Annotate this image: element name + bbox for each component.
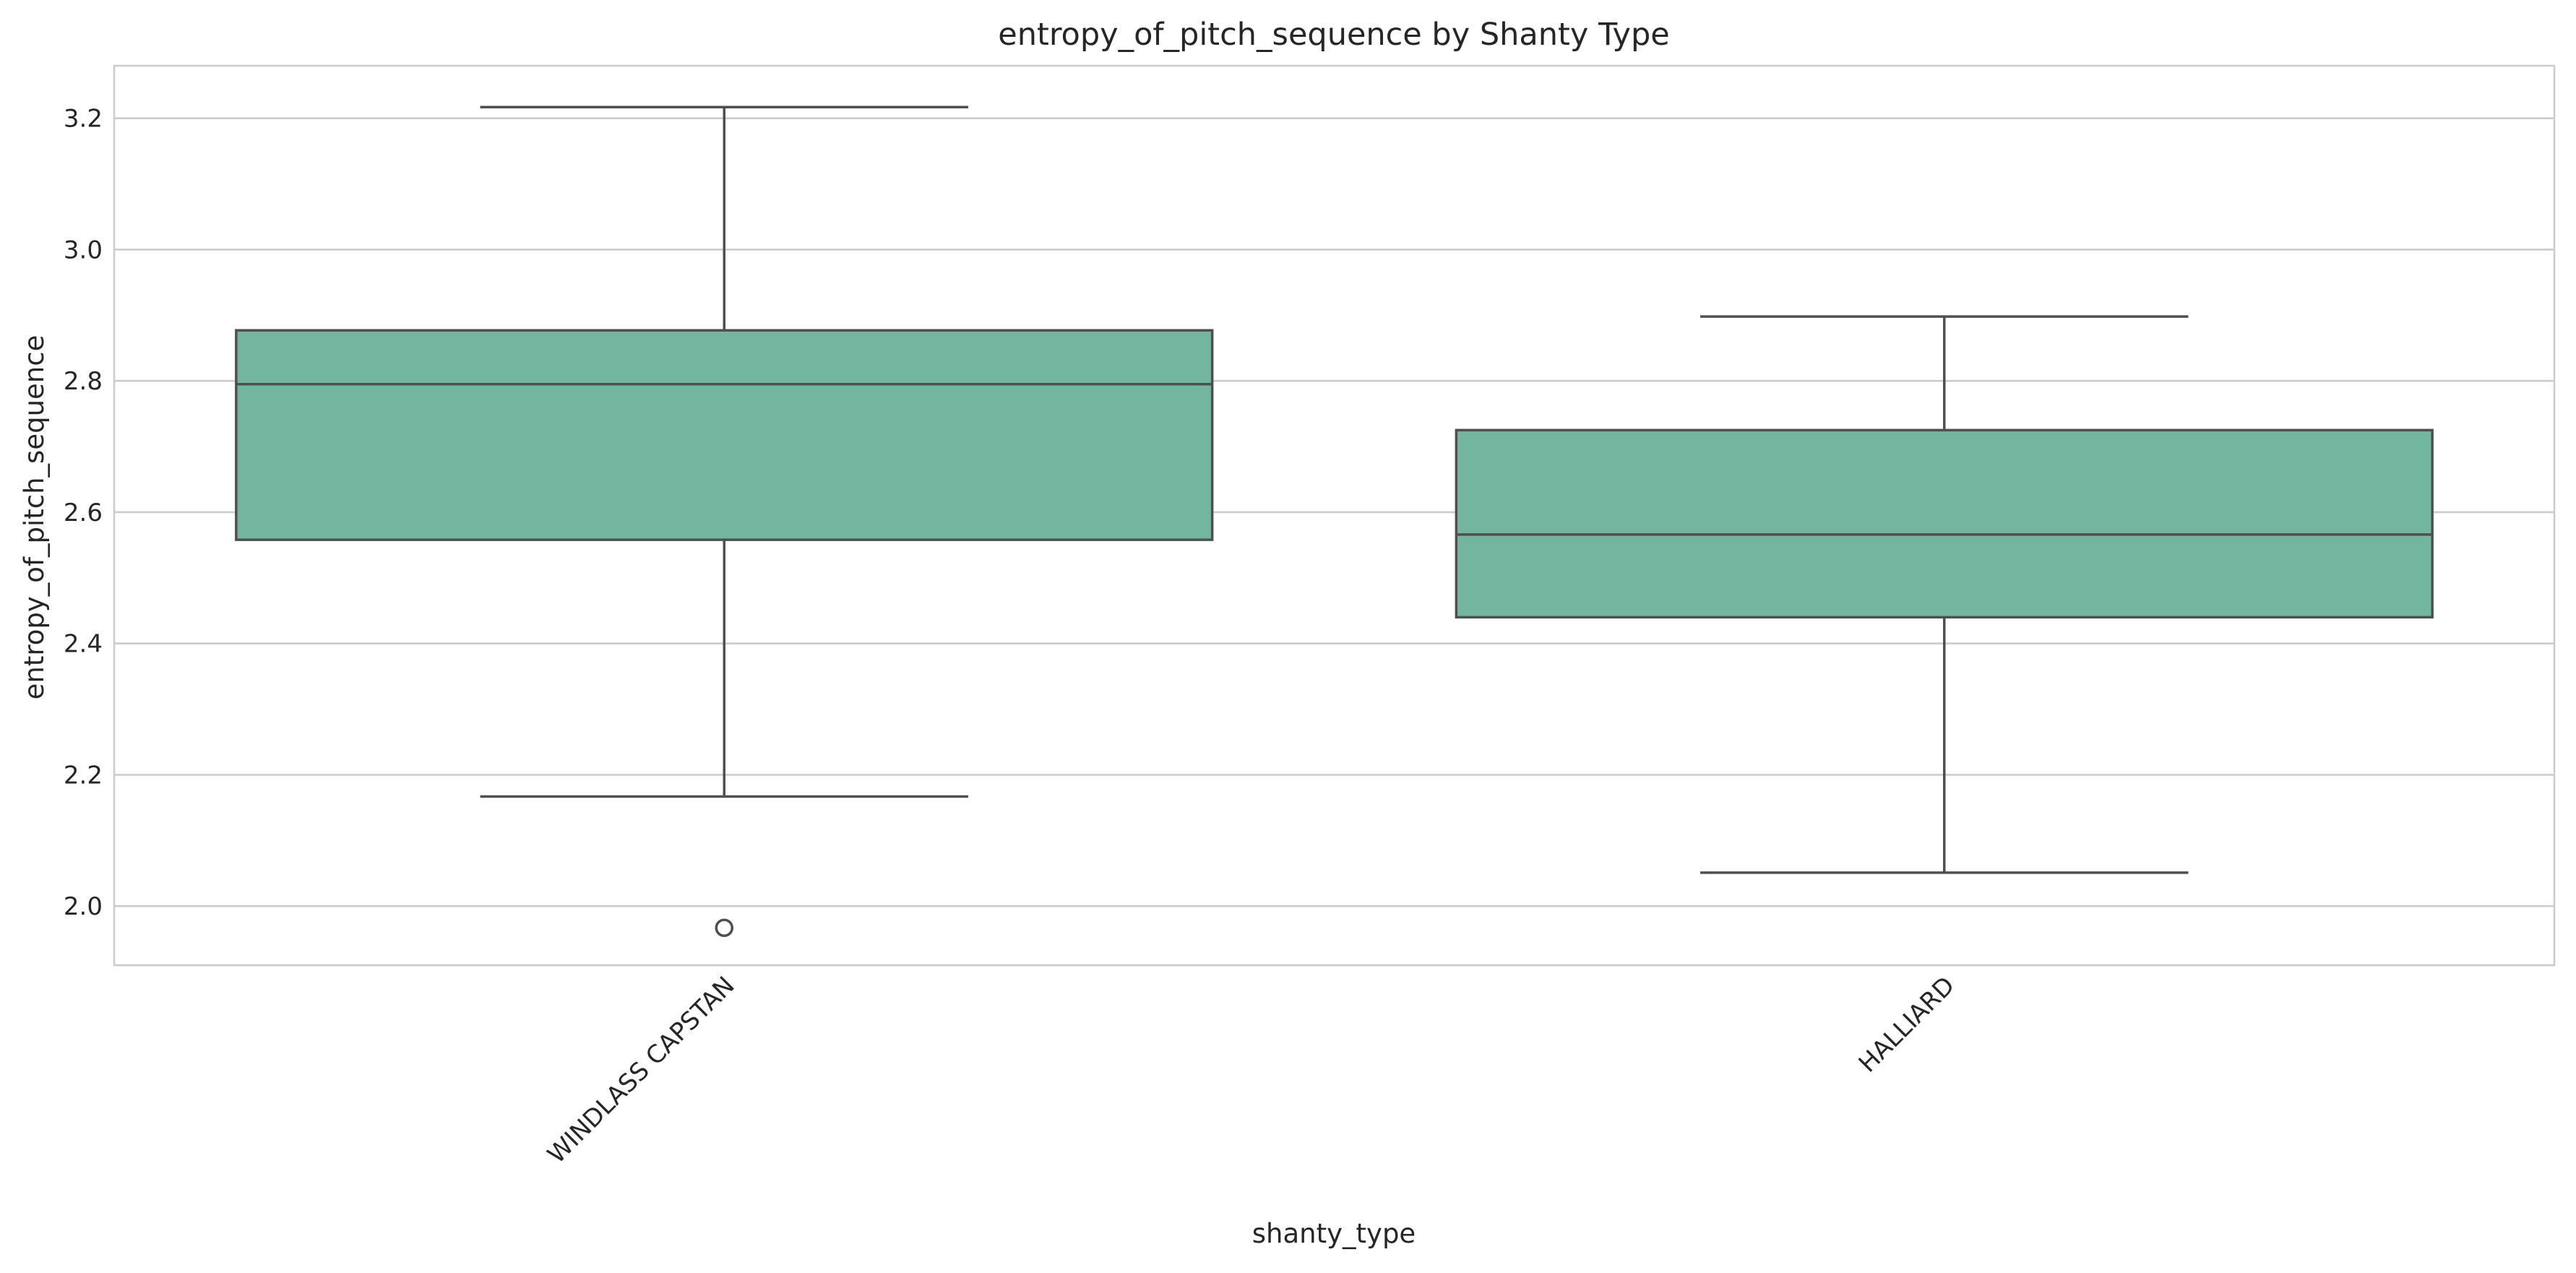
- iqr-box: [235, 329, 1214, 541]
- y-tick-label: 2.8: [64, 367, 103, 396]
- y-tick-label: 2.6: [64, 499, 103, 527]
- box-series: [235, 105, 2434, 937]
- plot-frame: [113, 64, 2556, 967]
- box-group: [235, 105, 1214, 937]
- y-tick-label: 3.0: [64, 236, 103, 264]
- x-axis-label: shanty_type: [1252, 1218, 1416, 1249]
- y-tick-label: 2.0: [64, 892, 103, 921]
- chart-title: entropy_of_pitch_sequence by Shanty Type: [998, 17, 1669, 53]
- box-group: [1455, 315, 2434, 874]
- x-tick-label: WINDLASS CAPSTAN: [542, 971, 740, 1169]
- y-axis-ticks: 2.0 2.2 2.4 2.6 2.8 3.0 3.2: [64, 105, 103, 922]
- iqr-box: [1455, 428, 2434, 619]
- y-tick-label: 2.2: [64, 761, 103, 790]
- y-tick-label: 2.4: [64, 630, 103, 659]
- y-axis-label: entropy_of_pitch_sequence: [19, 335, 50, 700]
- x-axis-ticks: WINDLASS CAPSTAN HALLIARD: [542, 971, 1960, 1169]
- x-tick-label: HALLIARD: [1853, 971, 1960, 1078]
- outlier-point: [715, 918, 733, 937]
- y-tick-label: 3.2: [64, 105, 103, 134]
